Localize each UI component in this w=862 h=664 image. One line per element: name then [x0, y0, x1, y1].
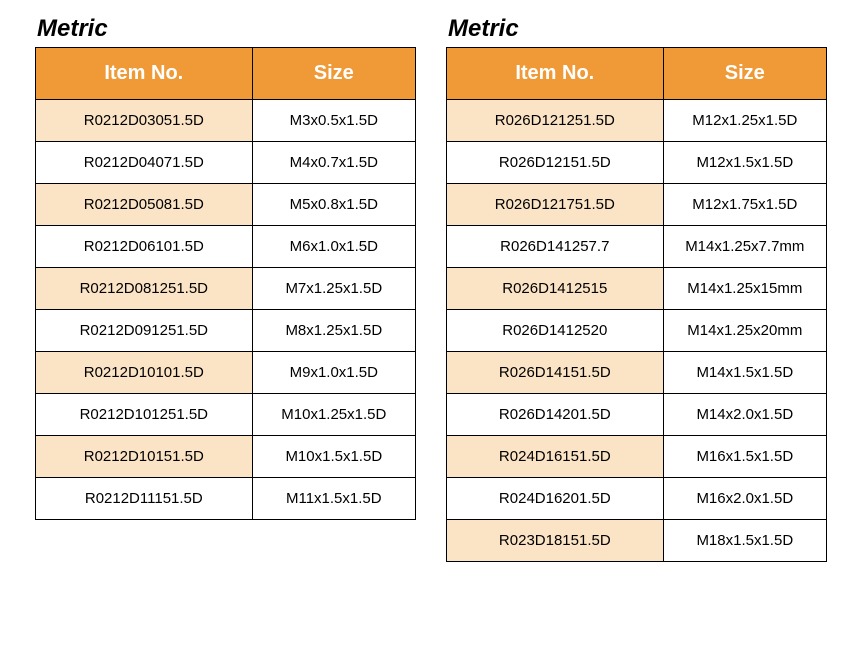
table-right-wrapper: Metric Item No. Size R026D121251.5DM12x1…	[446, 15, 827, 562]
table-right: Item No. Size R026D121251.5DM12x1.25x1.5…	[446, 47, 827, 562]
table-row: R0212D10101.5DM9x1.0x1.5D	[36, 352, 416, 394]
item-cell: R0212D05081.5D	[36, 184, 253, 226]
table-left-body: R0212D03051.5DM3x0.5x1.5DR0212D04071.5DM…	[36, 100, 416, 520]
size-cell: M3x0.5x1.5D	[252, 100, 415, 142]
item-cell: R026D12151.5D	[447, 142, 664, 184]
table-right-title: Metric	[446, 15, 827, 43]
table-row: R0212D06101.5DM6x1.0x1.5D	[36, 226, 416, 268]
table-right-header-row: Item No. Size	[447, 48, 827, 100]
size-cell: M9x1.0x1.5D	[252, 352, 415, 394]
item-cell: R026D121251.5D	[447, 100, 664, 142]
size-cell: M5x0.8x1.5D	[252, 184, 415, 226]
size-cell: M14x1.25x20mm	[663, 310, 826, 352]
table-left-header-size: Size	[252, 48, 415, 100]
table-row: R0212D03051.5DM3x0.5x1.5D	[36, 100, 416, 142]
item-cell: R024D16151.5D	[447, 436, 664, 478]
table-left-header-item: Item No.	[36, 48, 253, 100]
table-left-header-row: Item No. Size	[36, 48, 416, 100]
size-cell: M16x2.0x1.5D	[663, 478, 826, 520]
table-right-header-size: Size	[663, 48, 826, 100]
item-cell: R0212D081251.5D	[36, 268, 253, 310]
item-cell: R0212D10101.5D	[36, 352, 253, 394]
item-cell: R024D16201.5D	[447, 478, 664, 520]
item-cell: R0212D06101.5D	[36, 226, 253, 268]
item-cell: R0212D11151.5D	[36, 478, 253, 520]
tables-container: Metric Item No. Size R0212D03051.5DM3x0.…	[35, 15, 827, 562]
table-left-title: Metric	[35, 15, 416, 43]
size-cell: M18x1.5x1.5D	[663, 520, 826, 562]
table-row: R026D121251.5DM12x1.25x1.5D	[447, 100, 827, 142]
item-cell: R0212D04071.5D	[36, 142, 253, 184]
table-row: R0212D101251.5DM10x1.25x1.5D	[36, 394, 416, 436]
table-row: R024D16201.5DM16x2.0x1.5D	[447, 478, 827, 520]
size-cell: M14x2.0x1.5D	[663, 394, 826, 436]
table-right-header-item: Item No.	[447, 48, 664, 100]
table-row: R0212D081251.5DM7x1.25x1.5D	[36, 268, 416, 310]
item-cell: R026D14151.5D	[447, 352, 664, 394]
size-cell: M16x1.5x1.5D	[663, 436, 826, 478]
item-cell: R0212D101251.5D	[36, 394, 253, 436]
table-row: R026D141257.7M14x1.25x7.7mm	[447, 226, 827, 268]
table-row: R023D18151.5DM18x1.5x1.5D	[447, 520, 827, 562]
table-left-wrapper: Metric Item No. Size R0212D03051.5DM3x0.…	[35, 15, 416, 562]
table-row: R0212D04071.5DM4x0.7x1.5D	[36, 142, 416, 184]
table-row: R0212D10151.5DM10x1.5x1.5D	[36, 436, 416, 478]
size-cell: M12x1.5x1.5D	[663, 142, 826, 184]
table-row: R026D1412515M14x1.25x15mm	[447, 268, 827, 310]
size-cell: M10x1.5x1.5D	[252, 436, 415, 478]
table-row: R026D1412520M14x1.25x20mm	[447, 310, 827, 352]
size-cell: M4x0.7x1.5D	[252, 142, 415, 184]
size-cell: M7x1.25x1.5D	[252, 268, 415, 310]
item-cell: R0212D091251.5D	[36, 310, 253, 352]
table-row: R026D14151.5DM14x1.5x1.5D	[447, 352, 827, 394]
table-row: R0212D05081.5DM5x0.8x1.5D	[36, 184, 416, 226]
size-cell: M12x1.75x1.5D	[663, 184, 826, 226]
item-cell: R026D121751.5D	[447, 184, 664, 226]
size-cell: M10x1.25x1.5D	[252, 394, 415, 436]
table-row: R026D12151.5DM12x1.5x1.5D	[447, 142, 827, 184]
table-left: Item No. Size R0212D03051.5DM3x0.5x1.5DR…	[35, 47, 416, 520]
table-right-body: R026D121251.5DM12x1.25x1.5DR026D12151.5D…	[447, 100, 827, 562]
size-cell: M14x1.25x7.7mm	[663, 226, 826, 268]
item-cell: R0212D03051.5D	[36, 100, 253, 142]
item-cell: R023D18151.5D	[447, 520, 664, 562]
size-cell: M8x1.25x1.5D	[252, 310, 415, 352]
size-cell: M14x1.5x1.5D	[663, 352, 826, 394]
size-cell: M12x1.25x1.5D	[663, 100, 826, 142]
size-cell: M11x1.5x1.5D	[252, 478, 415, 520]
table-row: R0212D091251.5DM8x1.25x1.5D	[36, 310, 416, 352]
table-row: R026D14201.5DM14x2.0x1.5D	[447, 394, 827, 436]
item-cell: R026D1412515	[447, 268, 664, 310]
table-row: R026D121751.5DM12x1.75x1.5D	[447, 184, 827, 226]
size-cell: M6x1.0x1.5D	[252, 226, 415, 268]
table-row: R024D16151.5DM16x1.5x1.5D	[447, 436, 827, 478]
item-cell: R026D141257.7	[447, 226, 664, 268]
item-cell: R026D1412520	[447, 310, 664, 352]
item-cell: R026D14201.5D	[447, 394, 664, 436]
size-cell: M14x1.25x15mm	[663, 268, 826, 310]
item-cell: R0212D10151.5D	[36, 436, 253, 478]
table-row: R0212D11151.5DM11x1.5x1.5D	[36, 478, 416, 520]
